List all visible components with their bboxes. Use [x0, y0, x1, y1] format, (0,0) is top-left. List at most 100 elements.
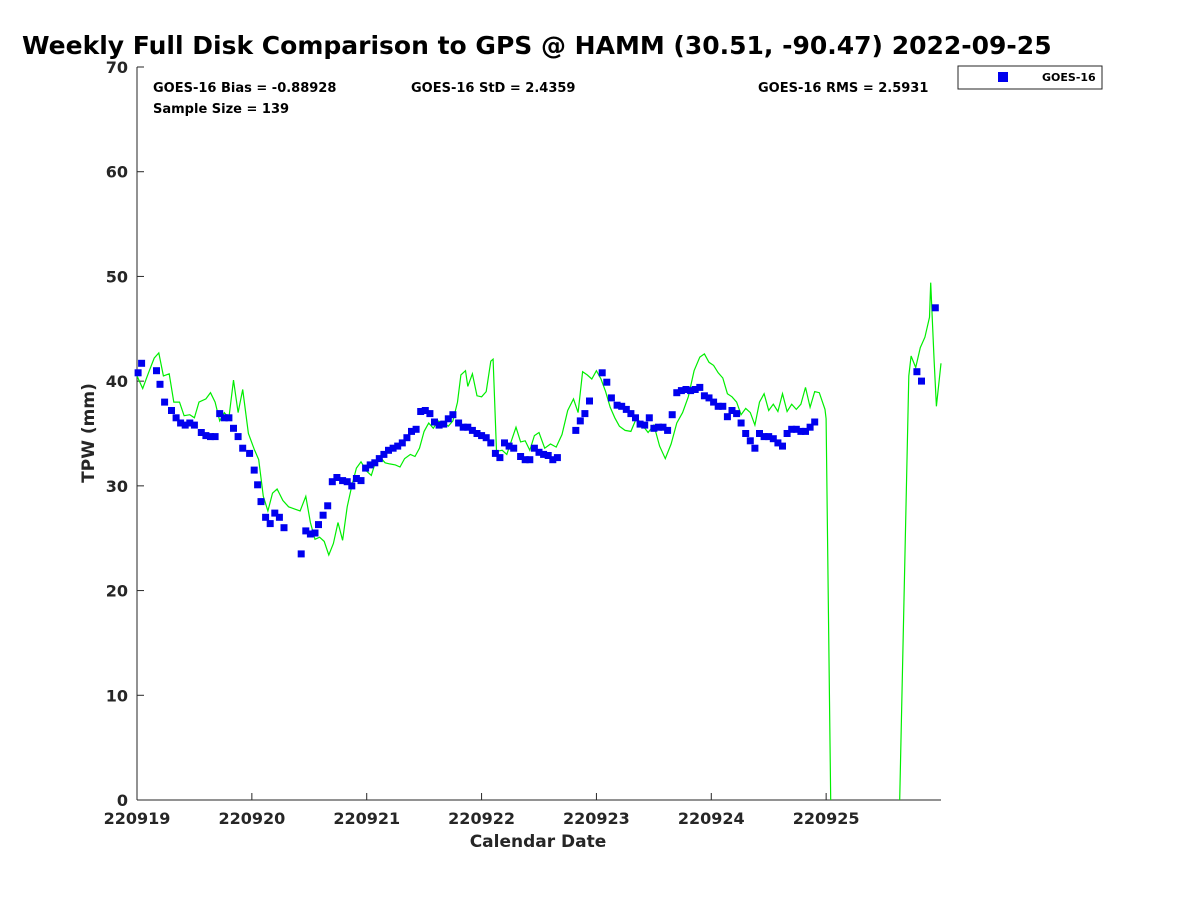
bias-stat: GOES-16 Bias = -0.88928	[153, 81, 336, 96]
goes16-point	[230, 424, 237, 432]
y-tick-label: 10	[106, 686, 128, 705]
goes16-point	[257, 498, 265, 506]
goes16-point	[769, 435, 777, 443]
goes16-point	[449, 411, 457, 419]
goes16-point	[464, 423, 472, 431]
goes16-point	[440, 420, 448, 428]
goes16-point	[380, 450, 388, 458]
legend: GOES-16	[957, 65, 1103, 90]
goes16-point	[186, 419, 194, 427]
goes16-point	[521, 456, 529, 464]
goes16-point	[216, 410, 224, 418]
goes16-point	[190, 421, 198, 429]
goes16-point	[737, 419, 745, 427]
goes16-point	[417, 408, 425, 415]
goes16-point	[138, 359, 146, 367]
goes16-point	[806, 423, 814, 431]
goes16-point	[733, 410, 741, 418]
goes16-point	[181, 421, 189, 429]
goes16-point	[742, 430, 750, 437]
y-tick-label: 0	[117, 791, 128, 810]
goes16-point	[254, 481, 262, 489]
goes16-point	[389, 444, 397, 452]
goes16-point	[398, 439, 406, 447]
legend-marker-goes16	[998, 72, 1008, 82]
goes16-point	[172, 414, 180, 422]
std-stat: GOES-16 StD = 2.4359	[411, 81, 575, 96]
goes16-point	[540, 450, 548, 458]
goes16-point	[788, 425, 796, 433]
goes16-point	[603, 378, 611, 386]
goes16-point	[659, 423, 667, 431]
goes16-point	[197, 429, 205, 436]
goes16-point	[366, 461, 374, 469]
goes16-point	[324, 502, 332, 510]
goes16-point	[275, 513, 283, 521]
goes16-point	[134, 369, 142, 377]
goes16-point	[473, 430, 481, 437]
goes16-point	[586, 397, 593, 405]
goes16-point	[202, 432, 210, 440]
goes16-point	[765, 433, 773, 441]
goes16-point	[421, 407, 429, 414]
goes16-point	[797, 427, 805, 435]
goes16-point	[239, 444, 247, 452]
sample-size-stat: Sample Size = 139	[153, 102, 289, 117]
goes16-point	[319, 511, 327, 519]
goes16-point	[487, 439, 495, 447]
goes16-point	[641, 421, 649, 429]
goes16-point	[792, 425, 800, 433]
goes16-point	[931, 304, 939, 312]
goes16-point	[362, 464, 370, 472]
goes16-point	[581, 410, 589, 418]
goes16-point	[280, 524, 288, 532]
goes16-point	[207, 433, 214, 441]
goes16-point	[668, 411, 676, 419]
goes16-point	[728, 407, 736, 414]
x-tick-label: 220922	[448, 809, 515, 828]
x-tick-label: 220919	[104, 809, 171, 828]
goes16-point	[719, 402, 727, 410]
legend-box	[957, 65, 1103, 90]
gps-line-segment-2	[899, 282, 942, 801]
goes16-point	[343, 478, 351, 486]
goes16-point	[348, 482, 356, 490]
goes16-point	[746, 437, 754, 445]
goes16-point	[306, 530, 314, 538]
series-layer	[134, 282, 942, 801]
goes16-point	[613, 401, 621, 409]
goes16-point	[371, 459, 379, 467]
y-tick-label: 20	[106, 582, 128, 601]
goes16-point	[297, 550, 305, 558]
goes16-point	[315, 521, 322, 529]
goes16-point	[751, 444, 759, 452]
goes16-point	[682, 386, 690, 393]
goes16-point	[250, 466, 258, 474]
goes16-point	[710, 398, 718, 406]
goes16-point	[455, 419, 463, 427]
rms-stat: GOES-16 RMS = 2.5931	[758, 81, 928, 96]
legend-label-goes16: GOES-16	[1042, 71, 1096, 84]
goes16-point	[517, 453, 525, 460]
goes16-point	[576, 417, 584, 425]
goes16-point	[156, 380, 164, 388]
goes16-point	[723, 413, 731, 421]
goes16-point	[333, 474, 341, 481]
goes16-point	[168, 407, 175, 414]
goes16-point	[375, 455, 383, 463]
goes16-point	[271, 509, 279, 517]
goes16-point	[431, 418, 438, 426]
goes16-point	[618, 402, 626, 410]
goes16-point	[161, 398, 169, 406]
goes16-point	[530, 444, 538, 452]
goes16-point	[234, 433, 242, 441]
goes16-point	[394, 442, 402, 450]
x-tick-label: 220923	[563, 809, 630, 828]
goes16-point	[153, 367, 160, 375]
goes16-point	[266, 520, 274, 528]
goes16-point	[673, 389, 681, 397]
goes16-point	[664, 426, 672, 434]
goes16-point	[650, 424, 658, 432]
chart-title: Weekly Full Disk Comparison to GPS @ HAM…	[22, 31, 1052, 60]
goes16-point	[403, 434, 411, 442]
